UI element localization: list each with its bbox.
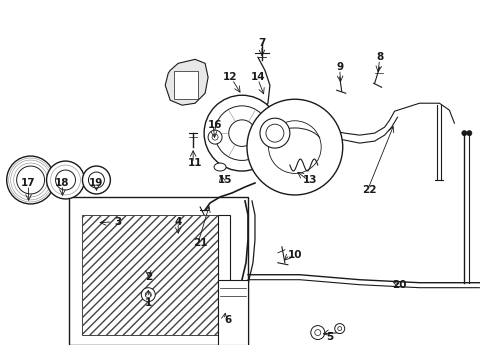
Text: 1: 1 <box>144 298 152 308</box>
Circle shape <box>203 95 279 171</box>
Circle shape <box>56 170 75 190</box>
Circle shape <box>145 292 151 298</box>
Circle shape <box>265 124 284 142</box>
Circle shape <box>82 166 110 194</box>
Text: 3: 3 <box>115 217 122 227</box>
Text: 9: 9 <box>335 62 343 72</box>
Bar <box>218 280 247 345</box>
Text: 2: 2 <box>144 272 152 282</box>
Bar <box>68 197 247 345</box>
Bar <box>174 71 198 99</box>
Text: 15: 15 <box>217 175 232 185</box>
Text: 18: 18 <box>55 178 70 188</box>
Bar <box>218 215 229 334</box>
Text: 17: 17 <box>21 178 36 188</box>
Text: 16: 16 <box>207 120 222 130</box>
Ellipse shape <box>214 163 225 171</box>
Circle shape <box>7 156 55 204</box>
Bar <box>82 215 218 334</box>
Circle shape <box>310 325 324 339</box>
Text: 21: 21 <box>192 238 207 248</box>
Circle shape <box>46 161 84 199</box>
Text: 12: 12 <box>223 72 237 82</box>
Text: 14: 14 <box>250 72 264 82</box>
Circle shape <box>334 324 344 334</box>
Text: 4: 4 <box>174 217 182 227</box>
Text: 20: 20 <box>391 280 406 290</box>
Text: 13: 13 <box>302 175 316 185</box>
Circle shape <box>88 172 104 188</box>
Text: 5: 5 <box>325 332 333 342</box>
Circle shape <box>268 121 321 174</box>
Circle shape <box>17 166 44 194</box>
Circle shape <box>141 288 155 302</box>
Text: 10: 10 <box>287 250 302 260</box>
Circle shape <box>314 329 320 336</box>
Circle shape <box>466 131 471 136</box>
Circle shape <box>337 327 341 330</box>
Circle shape <box>228 120 255 147</box>
Circle shape <box>208 130 222 144</box>
Circle shape <box>214 106 269 161</box>
Circle shape <box>260 118 289 148</box>
Text: 7: 7 <box>258 39 265 48</box>
Text: 19: 19 <box>89 178 103 188</box>
Circle shape <box>212 134 218 140</box>
Text: 6: 6 <box>224 315 231 325</box>
Circle shape <box>461 131 466 136</box>
Polygon shape <box>165 59 208 105</box>
Text: 8: 8 <box>375 52 383 62</box>
Text: 11: 11 <box>187 158 202 168</box>
Circle shape <box>246 99 342 195</box>
Text: 22: 22 <box>362 185 376 195</box>
